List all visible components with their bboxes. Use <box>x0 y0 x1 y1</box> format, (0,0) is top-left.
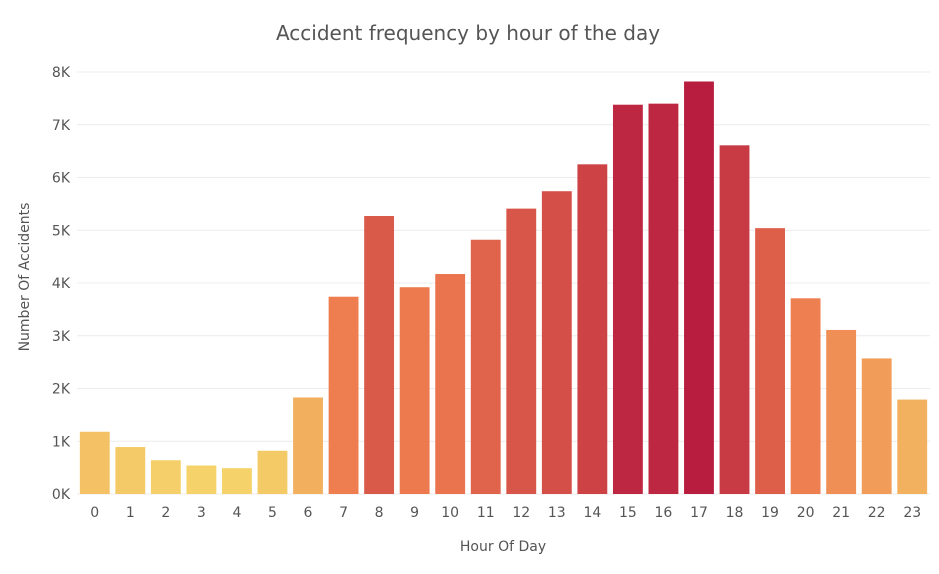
x-tick-label: 1 <box>126 505 135 521</box>
x-tick-label: 12 <box>512 505 530 521</box>
bar-hour-17[interactable] <box>684 81 714 495</box>
x-tick-label: 18 <box>726 505 744 521</box>
x-tick-label: 3 <box>197 505 206 521</box>
y-tick-label: 8K <box>52 65 71 81</box>
y-tick-label: 4K <box>52 276 71 292</box>
x-axis-label: Hour Of Day <box>460 539 546 555</box>
x-tick-label: 11 <box>477 505 495 521</box>
bar-hour-16[interactable] <box>648 103 679 495</box>
x-tick-label: 20 <box>797 505 815 521</box>
bar-hour-20[interactable] <box>790 298 821 494</box>
x-tick-label: 5 <box>268 505 277 521</box>
bar-hour-0[interactable] <box>79 431 110 494</box>
bar-hour-23[interactable] <box>897 399 928 494</box>
x-tick-label: 9 <box>410 505 419 521</box>
y-axis-label: Number Of Accidents <box>17 203 33 352</box>
bar-hour-10[interactable] <box>435 274 466 494</box>
x-tick-label: 15 <box>619 505 637 521</box>
bar-hour-5[interactable] <box>257 450 288 494</box>
x-axis-ticks: 0 1 2 3 4 5 6 7 8 9 10 11 12 13 14 15 16 17 18 19 20 21 22 23 <box>90 505 921 521</box>
bar-hour-19[interactable] <box>755 228 785 494</box>
y-tick-label: 0K <box>52 487 71 503</box>
x-tick-label: 19 <box>761 505 779 521</box>
bar-hour-11[interactable] <box>470 239 501 494</box>
x-tick-label: 10 <box>441 505 459 521</box>
x-tick-label: 13 <box>548 505 566 521</box>
bars-layer <box>79 81 928 495</box>
x-tick-label: 7 <box>339 505 348 521</box>
x-tick-label: 16 <box>655 505 673 521</box>
bar-hour-13[interactable] <box>541 191 572 494</box>
x-tick-label: 8 <box>375 505 384 521</box>
bar-hour-8[interactable] <box>364 216 395 494</box>
x-tick-label: 0 <box>90 505 99 521</box>
bar-hour-21[interactable] <box>826 329 857 494</box>
x-tick-label: 21 <box>832 505 850 521</box>
bar-hour-12[interactable] <box>506 208 537 494</box>
x-tick-label: 22 <box>868 505 886 521</box>
bar-hour-9[interactable] <box>399 287 430 494</box>
chart-title: Accident frequency by hour of the day <box>276 21 660 45</box>
bar-hour-14[interactable] <box>577 164 608 494</box>
bar-hour-6[interactable] <box>293 397 323 494</box>
grid-layer <box>77 71 930 495</box>
x-tick-label: 6 <box>304 505 313 521</box>
x-tick-label: 14 <box>583 505 601 521</box>
bar-hour-4[interactable] <box>222 468 252 494</box>
y-tick-label: 3K <box>52 329 71 345</box>
bar-hour-3[interactable] <box>186 465 217 494</box>
bar-hour-1[interactable] <box>115 447 146 494</box>
x-tick-label: 2 <box>161 505 170 521</box>
y-tick-label: 6K <box>52 171 71 187</box>
bar-hour-18[interactable] <box>719 145 750 494</box>
x-tick-label: 17 <box>690 505 708 521</box>
x-tick-label: 23 <box>903 505 921 521</box>
bar-hour-22[interactable] <box>861 358 892 494</box>
y-tick-label: 1K <box>52 434 71 450</box>
bar-hour-7[interactable] <box>328 296 359 494</box>
bar-hour-2[interactable] <box>150 460 181 494</box>
y-tick-label: 5K <box>52 223 71 239</box>
y-axis-ticks: 0K 1K 2K 3K 4K 5K 6K 7K 8K <box>52 65 71 503</box>
y-tick-label: 7K <box>52 118 71 134</box>
bar-hour-15[interactable] <box>612 104 643 494</box>
x-tick-label: 4 <box>232 505 241 521</box>
y-tick-label: 2K <box>52 382 71 398</box>
